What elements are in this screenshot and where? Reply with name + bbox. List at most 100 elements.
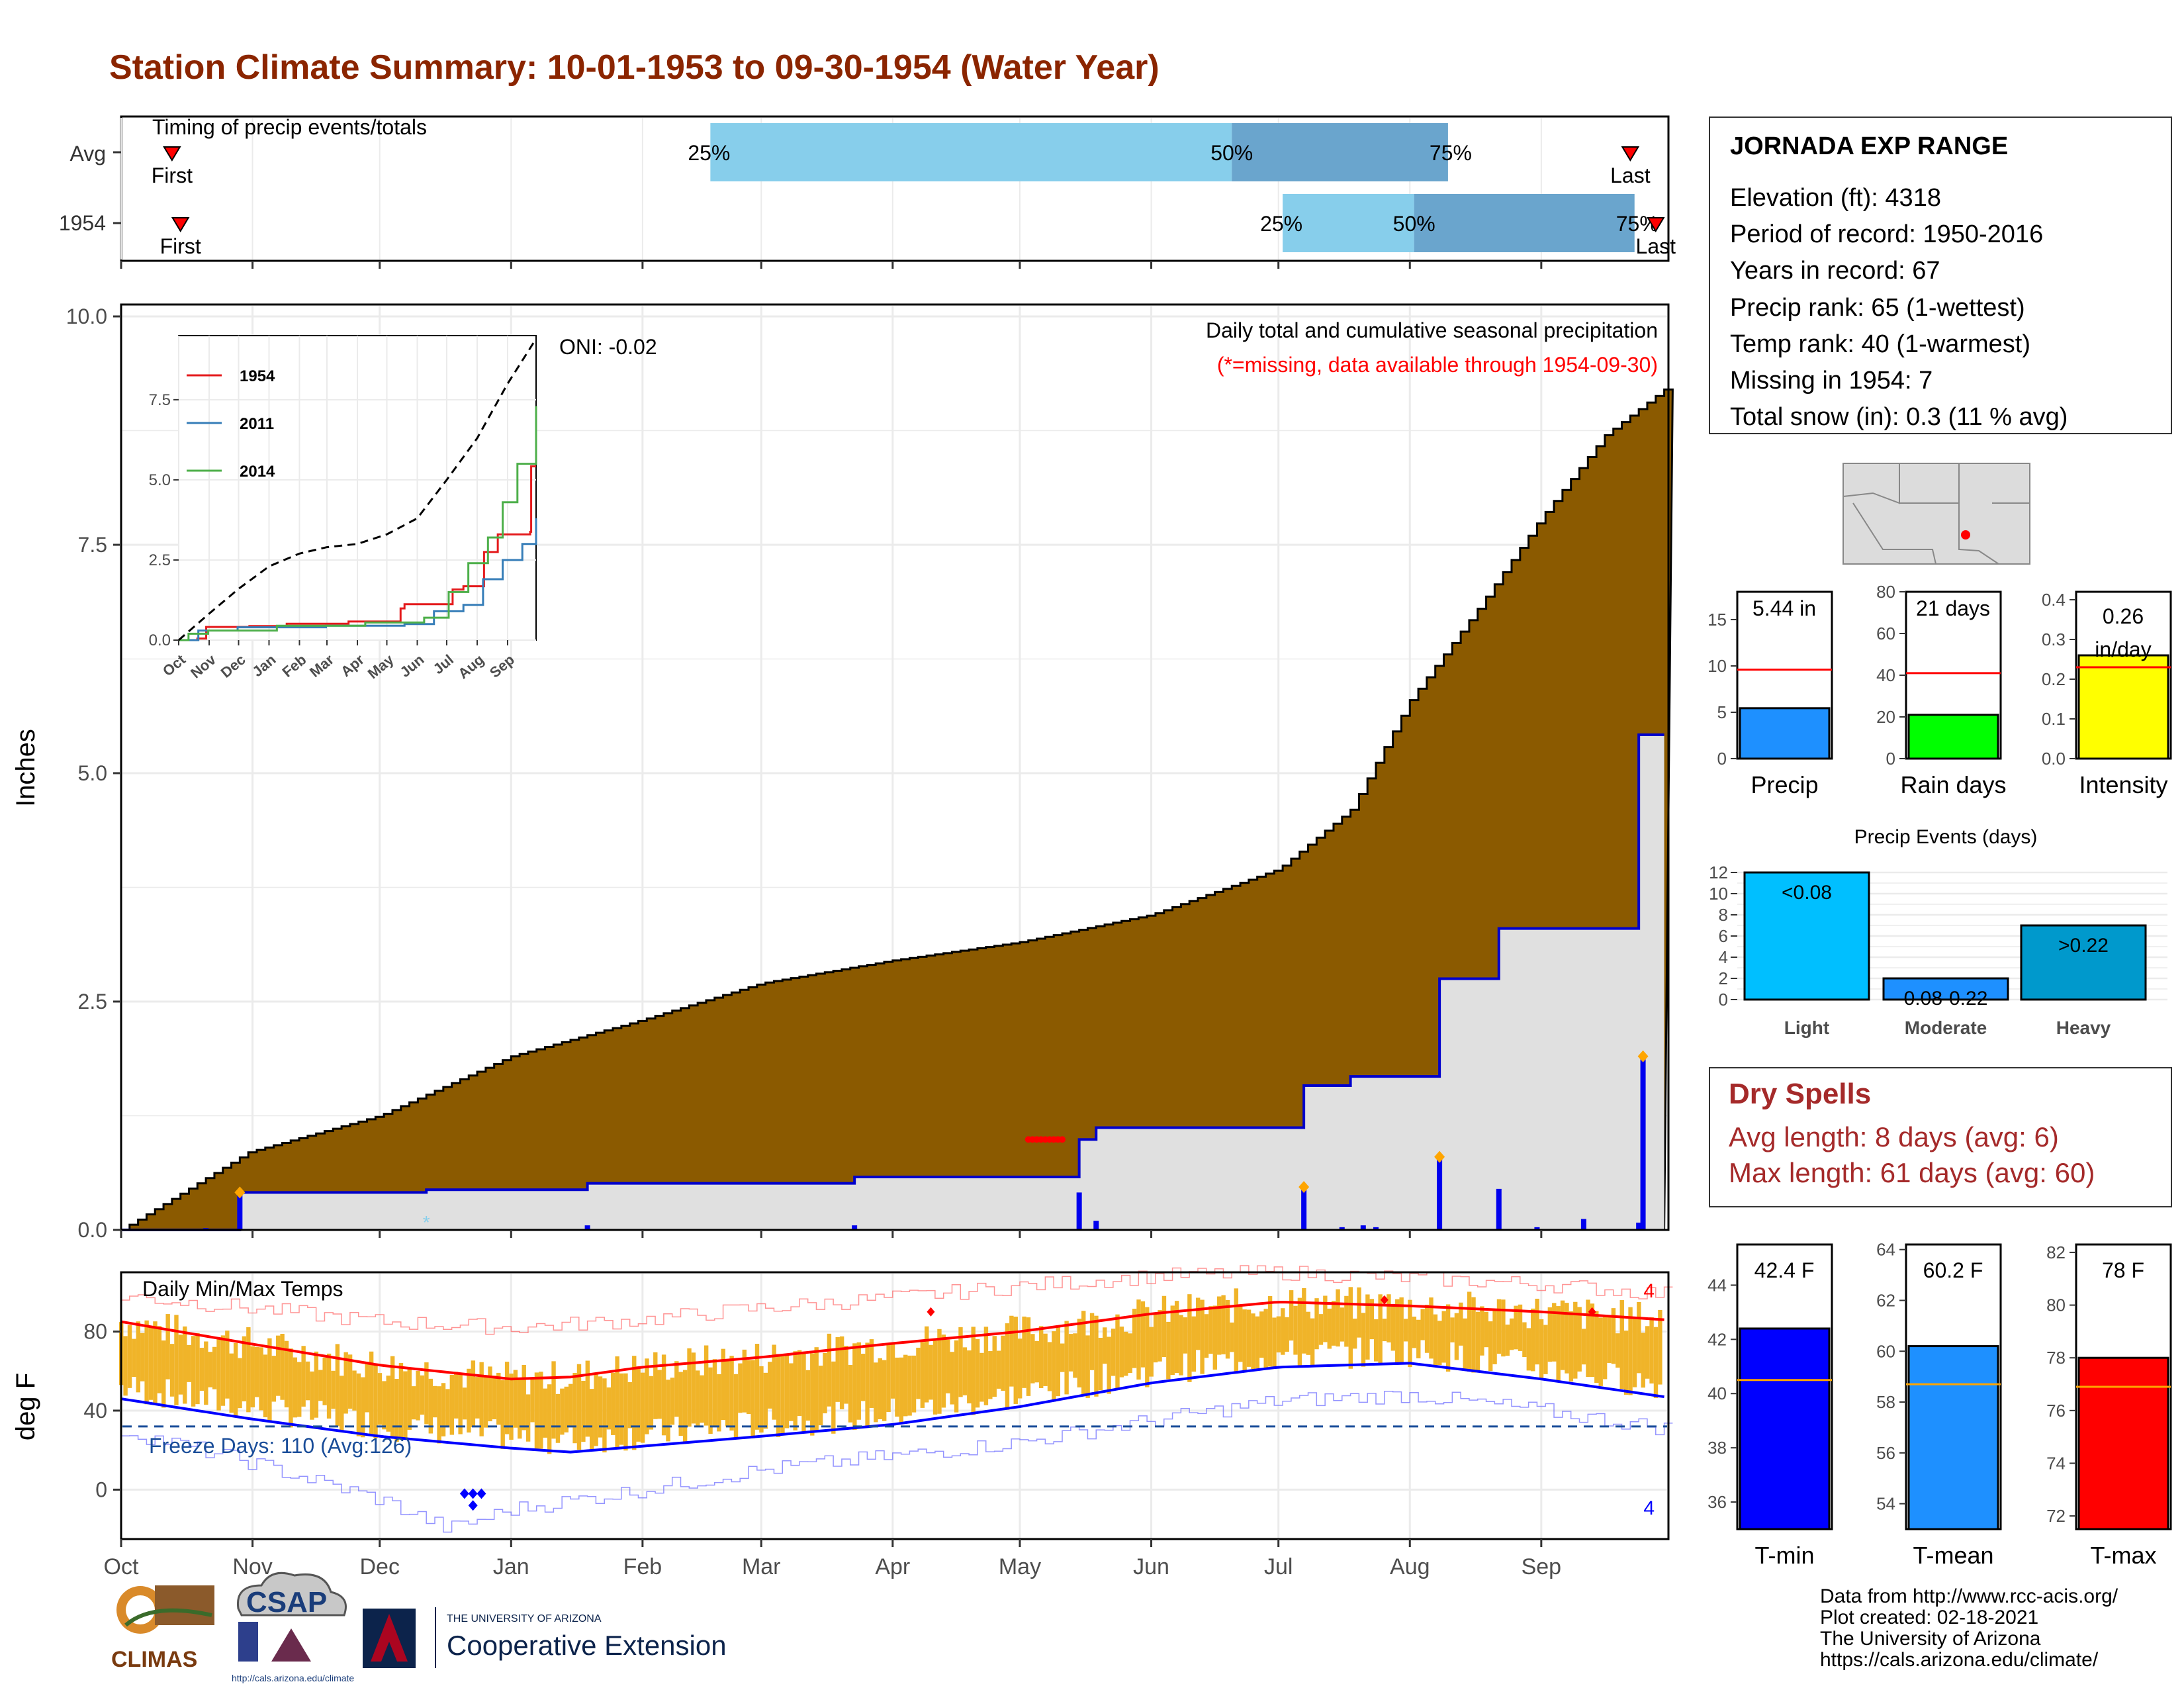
daily-temp-range xyxy=(1327,1308,1332,1349)
daily-temp-range xyxy=(1501,1299,1506,1357)
daily-temp-range xyxy=(1073,1333,1077,1378)
daily-temp-range xyxy=(594,1374,598,1446)
logos: CLIMAS CSAP http://cals.arizona.edu/clim… xyxy=(111,1571,727,1683)
daily-temp-range xyxy=(259,1347,263,1411)
daily-temp-range xyxy=(1195,1297,1201,1350)
station-info-box: JORNADA EXP RANGE Elevation (ft): 4318 P… xyxy=(1709,117,2172,434)
temp-summary-t-max-ytick-label: 80 xyxy=(2046,1295,2066,1315)
daily-temp-range xyxy=(386,1376,390,1432)
daily-temp-range xyxy=(1259,1311,1264,1358)
daily-precip-bar xyxy=(852,1225,858,1230)
daily-temp-range xyxy=(1484,1311,1488,1348)
daily-temp-range xyxy=(1094,1315,1099,1397)
dry-spells-title: Dry Spells xyxy=(1729,1078,1872,1110)
record-max-line xyxy=(121,1265,1673,1335)
daily-temp-range xyxy=(1420,1309,1425,1340)
daily-temp-range xyxy=(657,1370,662,1419)
climas-logo: CLIMAS xyxy=(111,1585,214,1672)
daily-temp-range xyxy=(1191,1316,1196,1372)
daily-temp-range xyxy=(653,1352,658,1419)
dry-spells-box: Dry Spells Avg length: 8 days (avg: 6) M… xyxy=(1709,1067,2172,1207)
daily-temp-range xyxy=(420,1375,425,1415)
daily-temp-range xyxy=(1569,1311,1574,1382)
daily-temp-range xyxy=(793,1351,797,1430)
daily-temp-range xyxy=(233,1342,238,1418)
summary-intensity: 0.0 0.1 0.2 0.3 0.4 Intensity 0.26 in/day xyxy=(2042,590,2172,798)
daily-temp-range xyxy=(636,1366,641,1442)
temp-summary-t-max-ytick-label: 72 xyxy=(2046,1506,2066,1526)
daily-temp-range xyxy=(1424,1304,1430,1353)
daily-precip-bar xyxy=(1301,1187,1307,1230)
timing-p25-label: 25% xyxy=(688,141,730,165)
daily-temp-range xyxy=(284,1340,289,1408)
daily-temp-range xyxy=(136,1321,141,1393)
month-label: Jan xyxy=(493,1554,529,1579)
daily-temp-range xyxy=(1586,1299,1590,1378)
daily-precip-bar xyxy=(1093,1221,1099,1230)
daily-temp-range xyxy=(1005,1323,1010,1410)
daily-temp-range xyxy=(314,1351,319,1418)
record-low-marker xyxy=(468,1500,478,1511)
events-title: Precip Events (days) xyxy=(1854,826,2038,848)
daily-temp-range xyxy=(780,1356,785,1434)
temp-summary-t-mean: 54 56 58 60 62 64 T-mean 60.2 F xyxy=(1876,1240,2002,1569)
daily-temp-range xyxy=(1098,1337,1103,1391)
temp-summary-t-mean-ytick-label: 64 xyxy=(1876,1240,1895,1260)
daily-temp-range xyxy=(1310,1318,1315,1366)
precip-subtitle: (*=missing, data available through 1954-… xyxy=(1217,353,1658,377)
daily-temp-range xyxy=(267,1338,272,1421)
daily-temp-range xyxy=(831,1361,836,1434)
inset-ytick-label: 7.5 xyxy=(149,391,171,409)
daily-temp-range xyxy=(216,1339,221,1411)
daily-temp-range xyxy=(810,1353,815,1436)
station-name: JORNADA EXP RANGE xyxy=(1730,132,2009,160)
daily-temp-range xyxy=(127,1325,132,1388)
summary-bar-panels: 0 5 10 15 Precip 5.44 in 0 20 40 60 80 Rain days 21 … xyxy=(1707,582,2172,798)
daily-temp-range xyxy=(640,1372,645,1443)
temp-ytick-label: 0 xyxy=(95,1477,107,1501)
daily-temp-range xyxy=(335,1344,340,1427)
daily-temp-range xyxy=(899,1357,904,1423)
month-label: Sep xyxy=(1522,1554,1562,1579)
daily-precip-bar xyxy=(1360,1225,1366,1230)
daily-temp-range xyxy=(1064,1321,1069,1395)
daily-temp-range xyxy=(1085,1335,1090,1398)
daily-precip-bar xyxy=(1636,1222,1642,1230)
temp-summary-t-mean-ytick-label: 60 xyxy=(1876,1341,1895,1361)
daily-temp-range xyxy=(1293,1305,1298,1355)
credit-source: Data from http://www.rcc-acis.org/ xyxy=(1820,1585,2118,1607)
daily-temp-range xyxy=(555,1393,561,1443)
daily-temp-range xyxy=(488,1366,492,1422)
csap-logo: CSAP http://cals.arizona.edu/climate xyxy=(232,1571,354,1683)
daily-temp-range xyxy=(1480,1306,1484,1356)
record-high-marker xyxy=(927,1307,935,1317)
daily-temp-range xyxy=(140,1333,145,1382)
summary-rain-days-ytick-label: 0 xyxy=(1886,749,1895,769)
daily-temp-range xyxy=(814,1347,819,1432)
daily-temp-range xyxy=(1081,1311,1086,1397)
daily-temp-range xyxy=(1382,1319,1387,1342)
daily-temp-range xyxy=(276,1335,281,1396)
summary-rain-days: 0 20 40 60 80 Rain days 21 days xyxy=(1876,582,2006,798)
record-low-marker xyxy=(477,1488,486,1499)
daily-temp-range xyxy=(1246,1309,1251,1367)
temp-summary-t-min-ytick-label: 36 xyxy=(1707,1492,1727,1512)
daily-temp-range xyxy=(174,1315,179,1405)
timing-last-label: Last xyxy=(1636,234,1676,258)
daily-temp-range xyxy=(1115,1314,1120,1389)
daily-temp-range xyxy=(449,1375,455,1435)
daily-temp-range xyxy=(742,1349,747,1413)
daily-precip-bar xyxy=(1076,1192,1082,1230)
temp-summary-panels: 36 38 40 42 44 T-min 42.4 F 54 56 58 60 62 64 T-mean 6… xyxy=(1707,1240,2172,1569)
daily-temp-range xyxy=(907,1355,912,1416)
big-event-marker xyxy=(1434,1150,1445,1163)
daily-temp-range xyxy=(1637,1301,1641,1374)
daily-temp-range xyxy=(967,1350,972,1404)
daily-precip-bar xyxy=(1437,1156,1443,1230)
dry-max-length: Max length: 61 days (avg: 60) xyxy=(1729,1157,2095,1188)
daily-temp-range xyxy=(1174,1301,1179,1374)
daily-temp-range xyxy=(1658,1309,1662,1385)
daily-temp-range xyxy=(784,1355,790,1429)
